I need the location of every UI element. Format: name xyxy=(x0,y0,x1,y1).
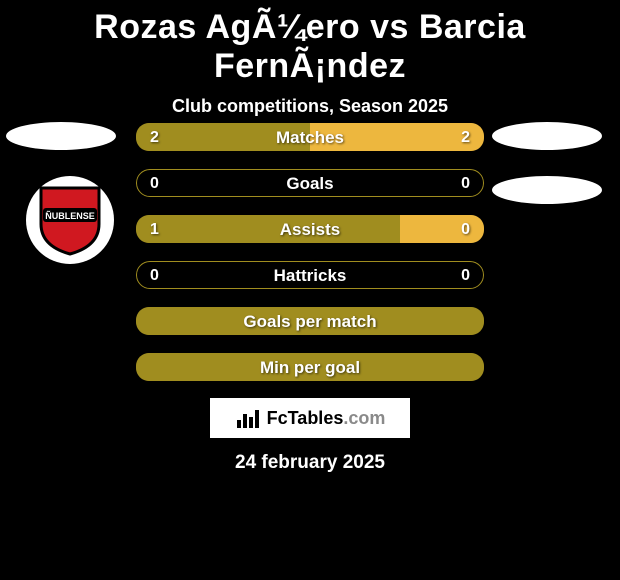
stat-label: Assists xyxy=(136,215,484,243)
page-title: Rozas AgÃ¼ero vs Barcia FernÃ¡ndez xyxy=(0,0,620,86)
stat-value-right: 0 xyxy=(461,215,470,243)
stat-label: Hattricks xyxy=(136,261,484,289)
stat-label: Min per goal xyxy=(136,353,484,381)
logo-text-suffix: .com xyxy=(343,408,385,428)
stat-row: Assists1 0 xyxy=(135,214,485,244)
stat-value-left: 2 xyxy=(150,123,159,151)
stat-value-left: 0 xyxy=(150,261,159,289)
logo-text-main: FcTables xyxy=(267,408,344,428)
stats-column: Matches22Goals00Assists10Hattricks00Goal… xyxy=(135,122,485,398)
stat-value-left: 1 xyxy=(150,215,159,243)
stat-label: Goals per match xyxy=(136,307,484,335)
stat-value-left: 0 xyxy=(150,169,159,197)
stat-row: Goals0 0 xyxy=(135,168,485,198)
stat-value-right: 2 xyxy=(461,123,470,151)
stat-row: Matches2 2 xyxy=(135,122,485,152)
stat-value-right: 0 xyxy=(461,169,470,197)
stat-row: Goals per match xyxy=(135,306,485,336)
club-badge-text: ÑUBLENSE xyxy=(45,211,95,221)
page-subtitle: Club competitions, Season 2025 xyxy=(0,96,620,117)
footer-date: 24 february 2025 xyxy=(0,452,620,474)
stat-row: Hattricks0 0 xyxy=(135,260,485,290)
stat-label: Matches xyxy=(136,123,484,151)
club-badge-shield-icon: ÑUBLENSE xyxy=(37,184,103,256)
player-left-avatar xyxy=(6,122,116,150)
stat-label: Goals xyxy=(136,169,484,197)
stat-row: Min per goal xyxy=(135,352,485,382)
stat-value-right: 0 xyxy=(461,261,470,289)
club-left-badge: ÑUBLENSE xyxy=(26,176,114,264)
club-right-avatar xyxy=(492,176,602,204)
bars-icon xyxy=(235,406,263,430)
player-right-avatar xyxy=(492,122,602,150)
logo-text: FcTables.com xyxy=(267,408,386,429)
fctables-logo: FcTables.com xyxy=(208,396,412,440)
